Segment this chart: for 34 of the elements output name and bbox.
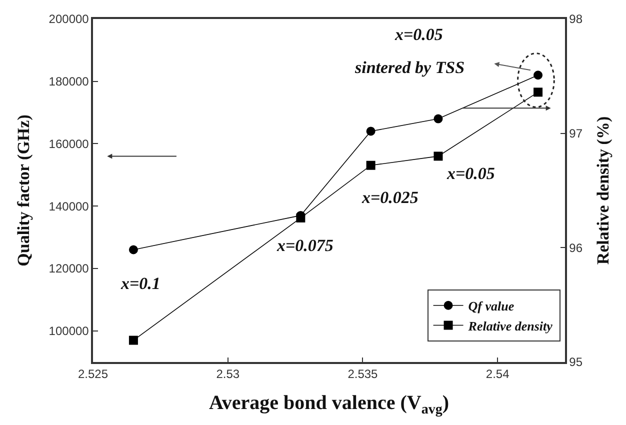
point [534,70,543,80]
y-tick-label: 120000 [48,262,90,276]
point [434,114,443,124]
y-tick-label: 160000 [48,136,90,151]
annotation: x=0.075 [276,236,334,255]
y-tick-label: 100000 [48,324,90,338]
annotation: x=0.1 [120,274,160,293]
y-tick-label: 200000 [48,12,90,26]
annotation: x=0.025 [361,188,419,207]
annotation: x=0.05 [446,164,496,183]
x-axis-title: Average bond valence (V$_{avg}$) [208,392,450,418]
y2-tick-label: 97 [569,126,583,141]
y2-axis-title: Relative density (%) [594,116,613,265]
x-tick-label: 2.535 [348,367,378,382]
y-tick-label: 140000 [48,199,90,214]
point [434,152,443,161]
annotation: sintered by TSS [354,58,465,77]
x-tick-label: 2.54 [486,367,510,382]
legend-label: Relative density [467,318,553,334]
y2-tick-label: 95 [569,355,583,370]
point [128,336,138,345]
point [366,160,376,170]
x-tick-label: 2.53 [216,367,240,382]
annotation: x=0.05 [394,25,444,44]
point [296,213,306,222]
point [534,88,543,97]
y-tick-label: 180000 [48,74,90,89]
y2-tick-label: 96 [569,240,583,255]
x-tick-label: 2.525 [78,367,108,382]
legend-label: Qf value [468,298,514,314]
y-axis-title: Quality factor (GHz) [14,114,33,266]
y2-tick-label: 98 [569,12,583,26]
point [366,126,376,136]
point [128,245,138,254]
